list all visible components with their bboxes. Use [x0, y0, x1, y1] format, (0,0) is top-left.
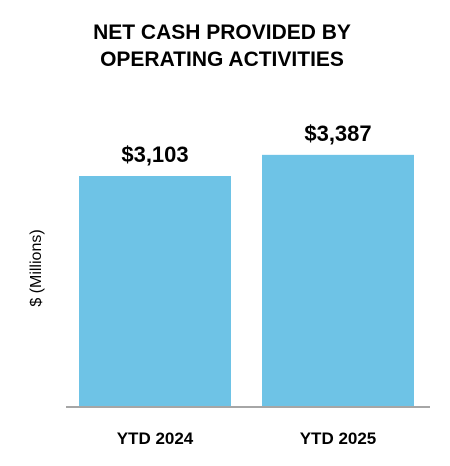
x-tick-label-0: YTD 2024 — [117, 429, 194, 448]
x-tick-label-1: YTD 2025 — [300, 429, 377, 448]
y-axis-label: $ (Millions) — [28, 229, 45, 306]
data-label-1: $3,387 — [304, 121, 371, 146]
chart-title-line-2: OPERATING ACTIVITIES — [100, 48, 344, 71]
data-labels-group: $3,103 $3,387 — [121, 121, 371, 167]
bar-1 — [262, 154, 414, 407]
bar-0 — [79, 176, 231, 407]
data-label-0: $3,103 — [121, 142, 188, 167]
x-tick-labels-group: YTD 2024 YTD 2025 — [117, 429, 377, 448]
chart-title-line-1: NET CASH PROVIDED BY — [93, 21, 351, 44]
bars-group — [79, 154, 414, 407]
